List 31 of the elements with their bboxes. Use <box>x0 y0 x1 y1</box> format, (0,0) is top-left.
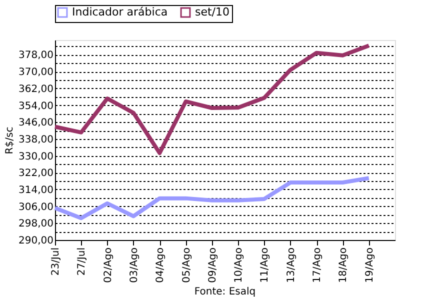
x-tick-label: 10/Ago <box>234 248 245 283</box>
line-series <box>53 176 371 220</box>
legend-label: set/10 <box>195 6 230 19</box>
x-tick-label: 02/Ago <box>102 248 114 283</box>
y-tick-label: 306,00 <box>18 202 54 213</box>
source-note: Fonte: Esalq <box>194 286 256 297</box>
x-tick-label: 13/Ago <box>286 248 297 283</box>
y-tick-label: 322,00 <box>18 168 54 180</box>
y-tick-label: 314,00 <box>18 184 54 196</box>
y-tick-label: 298,00 <box>18 218 54 230</box>
y-tick-label: 378,00 <box>18 50 54 62</box>
y-tick-label: 346,00 <box>18 118 54 129</box>
x-tick-label: 04/Ago <box>155 248 166 283</box>
x-tick-label: 18/Ago <box>338 248 350 283</box>
y-tick-label: 370,00 <box>18 67 54 78</box>
x-tick-label: 09/Ago <box>207 248 218 283</box>
y-tick-label: 290,00 <box>18 236 54 246</box>
y-axis-title: R$/sc <box>4 126 16 154</box>
x-tick-label: 11/Ago <box>260 248 271 283</box>
y-tick-label: 354,00 <box>18 100 54 112</box>
x-tick-label: 17/Ago <box>312 248 324 283</box>
x-tick-label: 03/Ago <box>128 248 140 283</box>
x-tick-label: 27/Jul <box>76 248 88 276</box>
y-tick-label: 330,00 <box>18 151 54 162</box>
x-tick-label: 05/Ago <box>181 248 192 283</box>
y-tick-label: 338,00 <box>18 134 54 146</box>
x-tick-label: 23/Jul <box>50 248 62 276</box>
y-tick-label: 362,00 <box>18 84 54 95</box>
x-tick-label: 19/Ago <box>364 248 376 283</box>
legend-label: Indicador arábica <box>72 6 168 19</box>
line-series <box>53 44 371 156</box>
